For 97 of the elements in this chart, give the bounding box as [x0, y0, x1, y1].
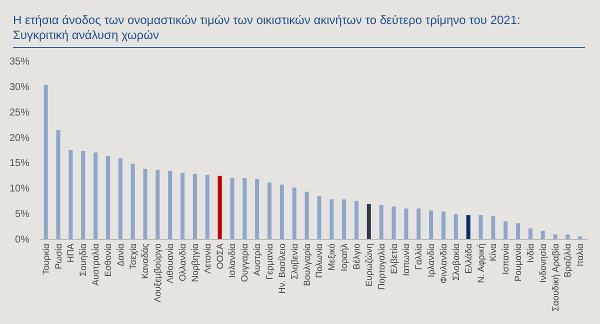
- x-tick-label: Μεξικό: [326, 244, 337, 270]
- x-tick-label: Τσεχία: [128, 244, 138, 270]
- bar: [491, 216, 496, 239]
- x-tick-label: Ιρλανδία: [426, 244, 436, 278]
- bar: [578, 236, 582, 239]
- x-tick-label: Σουηδία: [78, 244, 88, 276]
- bar: [130, 164, 135, 239]
- x-tick-label: Λουξεμβούργο: [152, 244, 163, 302]
- x-tick-label: Ρωσία: [53, 244, 64, 270]
- bar: [366, 204, 371, 239]
- x-tick-label: Ινδονησία: [538, 244, 548, 283]
- bar: [143, 168, 148, 239]
- y-tick-label: 5%: [15, 209, 30, 220]
- x-tick-label: Ισραήλ: [339, 243, 350, 272]
- x-tick-label: Αυστρία: [252, 244, 262, 276]
- x-tick-label: Σλοβενία: [289, 244, 300, 280]
- x-tick-label: Σαουδική Αραβία: [550, 244, 560, 312]
- x-tick-label: Τουρκία: [40, 244, 51, 275]
- x-tick-label: Ιταλία: [575, 244, 586, 266]
- x-tick-label: Κίνα: [488, 244, 498, 262]
- x-tick-label: Ην. Βασίλειο: [276, 244, 287, 294]
- bar: [230, 178, 234, 239]
- y-tick-label: 20%: [9, 132, 30, 144]
- x-tick-label: Σλοβακία: [450, 244, 461, 281]
- x-tick-label: Λιθουανία: [165, 244, 176, 284]
- bar: [540, 230, 545, 239]
- x-tick-label: Αυστραλία: [90, 244, 101, 286]
- y-tick-label: 35%: [9, 56, 30, 68]
- bar: [180, 172, 185, 239]
- x-tick-label: Ουγγαρία: [240, 244, 250, 282]
- bar: [292, 188, 296, 239]
- x-tick-label: Γερμανία: [264, 244, 275, 280]
- bar: [255, 178, 260, 239]
- y-tick-label: 0%: [15, 234, 30, 246]
- bar: [68, 150, 73, 239]
- x-tick-label: Εσθονία: [102, 244, 113, 277]
- bar: [441, 212, 446, 239]
- x-tick-label: Νορβηγία: [190, 244, 200, 282]
- x-tick-label: Φινλανδία: [438, 244, 448, 284]
- x-tick-label: Ινδία: [525, 244, 536, 263]
- x-tick-label: Ν. Αφρική: [476, 244, 486, 283]
- x-tick-label: Βραζιλία: [562, 244, 573, 278]
- bar: [553, 234, 558, 239]
- x-tick-label: Λετονία: [202, 244, 212, 274]
- x-tick-label: Πολωνία: [314, 244, 324, 278]
- x-tick-label: Πορτογαλία: [376, 244, 386, 290]
- x-tick-label: Ελβετία: [388, 244, 399, 274]
- bar: [205, 174, 210, 239]
- y-tick-label: 30%: [9, 82, 30, 93]
- x-tick-label: Καναδάς: [140, 242, 150, 279]
- bar: [242, 178, 247, 239]
- bar: [566, 234, 570, 239]
- bar: [304, 192, 309, 239]
- bar: [379, 204, 384, 239]
- bar: [168, 170, 172, 239]
- bar: [156, 170, 160, 239]
- bar: [81, 151, 86, 239]
- x-tick-label: Δανία: [115, 244, 126, 266]
- bar: [44, 84, 48, 239]
- y-tick-label: 25%: [9, 107, 30, 118]
- bar: [504, 221, 508, 239]
- bar: [192, 174, 197, 239]
- bar: [466, 215, 470, 239]
- bar: [218, 176, 222, 239]
- bar: [392, 206, 396, 239]
- x-tick-label: ΟΟΣΑ: [214, 244, 225, 270]
- x-tick-label: Ρουμανία: [513, 244, 524, 282]
- bar: [416, 208, 421, 239]
- bar: [106, 156, 110, 239]
- x-tick-label: Ιαπωνία: [401, 244, 412, 276]
- x-tick-label: ΗΠΑ: [66, 244, 76, 263]
- chart-title: Η ετήσια άνοδος των ονομαστικών τιμών των οικιστικών ακινήτων το δεύτερο τρίμηνο του 2021: Συγκριτική ανάλυση χωρών: [13, 13, 522, 43]
- y-tick-label: 15%: [9, 158, 30, 170]
- x-tick-label: Ευρωζώνη: [364, 244, 374, 286]
- x-tick-label: Βουλγαρία: [302, 244, 312, 286]
- bar: [478, 215, 483, 239]
- bar: [404, 208, 408, 239]
- x-tick-label: Ολλανδία: [178, 244, 188, 282]
- bar: [330, 199, 334, 239]
- x-tick-label: Γαλλία: [414, 244, 424, 270]
- bar: [268, 182, 272, 239]
- bar: [56, 130, 60, 239]
- x-tick-label: Ισπανία: [500, 244, 511, 275]
- bar: [280, 184, 284, 239]
- y-tick-label: 10%: [9, 184, 30, 195]
- bar: [516, 223, 520, 239]
- bar: [342, 199, 346, 239]
- x-tick-label: Ισλανδία: [227, 244, 238, 278]
- bar: [454, 214, 458, 239]
- x-tick-label: Βέλγιο: [351, 244, 362, 270]
- bar: [429, 210, 434, 239]
- bar: [528, 228, 532, 239]
- bar: [317, 196, 322, 239]
- bar: [118, 158, 122, 239]
- bar: [354, 200, 358, 239]
- x-tick-label: Ελλάδα: [463, 244, 474, 274]
- bar: [94, 152, 98, 239]
